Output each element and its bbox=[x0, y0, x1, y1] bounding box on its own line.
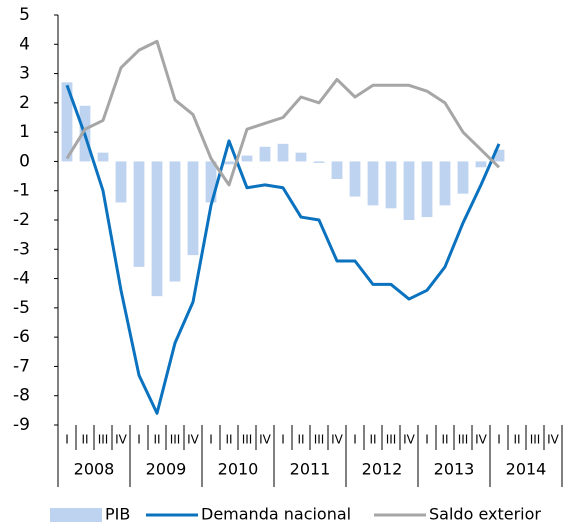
legend-label: PIB bbox=[105, 505, 130, 524]
x-tick-label: I bbox=[137, 433, 141, 447]
bar bbox=[169, 161, 181, 282]
x-tick-label: II bbox=[441, 433, 448, 447]
legend-label: Demanda nacional bbox=[201, 505, 351, 524]
bar bbox=[349, 161, 361, 197]
x-tick-label: IV bbox=[475, 433, 488, 447]
x-tick-label: III bbox=[386, 433, 397, 447]
y-tick-label: -4 bbox=[13, 269, 30, 289]
bar bbox=[259, 146, 271, 162]
bar bbox=[385, 161, 397, 209]
y-tick-label: 3 bbox=[19, 64, 30, 84]
x-tick-label: I bbox=[209, 433, 213, 447]
bar bbox=[223, 161, 235, 165]
bar bbox=[277, 143, 289, 162]
bar bbox=[403, 161, 415, 220]
legend-label: Saldo exterior bbox=[429, 505, 541, 524]
y-tick-label: 2 bbox=[19, 93, 30, 113]
bar bbox=[241, 155, 253, 162]
x-tick-label: IV bbox=[259, 433, 272, 447]
bar bbox=[457, 161, 469, 194]
x-tick-label: IV bbox=[403, 433, 416, 447]
year-label: 2011 bbox=[290, 460, 331, 479]
x-tick-label: II bbox=[225, 433, 232, 447]
x-tick-label: I bbox=[281, 433, 285, 447]
x-tick-label: IV bbox=[331, 433, 344, 447]
year-label: 2012 bbox=[362, 460, 403, 479]
x-tick-label: I bbox=[65, 433, 69, 447]
bar bbox=[295, 152, 307, 162]
year-label: 2013 bbox=[434, 460, 475, 479]
bar bbox=[475, 161, 487, 168]
y-tick-label: 0 bbox=[19, 151, 30, 171]
y-tick-label: -6 bbox=[13, 327, 30, 347]
bar bbox=[115, 161, 127, 203]
x-tick-label: II bbox=[369, 433, 376, 447]
y-tick-label: -7 bbox=[13, 356, 30, 376]
x-tick-label: III bbox=[314, 433, 325, 447]
x-tick-label: I bbox=[497, 433, 501, 447]
x-tick-label: IV bbox=[547, 433, 560, 447]
y-tick-label: -3 bbox=[13, 239, 30, 259]
bar bbox=[313, 161, 325, 163]
bar bbox=[187, 161, 199, 256]
y-tick-label: -5 bbox=[13, 298, 30, 318]
x-tick-label: IV bbox=[187, 433, 200, 447]
x-tick-label: I bbox=[353, 433, 357, 447]
x-tick-label: III bbox=[242, 433, 253, 447]
bar bbox=[331, 161, 343, 179]
y-tick-label: 4 bbox=[19, 34, 30, 54]
y-tick-label: 1 bbox=[19, 122, 30, 142]
bar bbox=[493, 149, 505, 162]
bar bbox=[97, 152, 109, 162]
bar bbox=[133, 161, 145, 267]
line bbox=[65, 39, 501, 187]
x-tick-label: I bbox=[425, 433, 429, 447]
y-tick-label: -2 bbox=[13, 210, 30, 230]
bar bbox=[367, 161, 379, 206]
bar bbox=[61, 82, 73, 162]
y-tick-label: 5 bbox=[19, 5, 30, 25]
y-tick-label: -9 bbox=[13, 415, 30, 435]
x-tick-label: III bbox=[530, 433, 541, 447]
x-tick-label: II bbox=[81, 433, 88, 447]
x-tick-label: III bbox=[98, 433, 109, 447]
bar bbox=[439, 161, 451, 206]
y-tick-label: -8 bbox=[13, 386, 30, 406]
line bbox=[65, 84, 501, 415]
year-label: 2010 bbox=[218, 460, 259, 479]
year-label: 2008 bbox=[74, 460, 115, 479]
x-tick-label: III bbox=[458, 433, 469, 447]
x-tick-label: IV bbox=[115, 433, 128, 447]
year-label: 2009 bbox=[146, 460, 187, 479]
bar bbox=[205, 161, 217, 203]
x-tick-label: II bbox=[297, 433, 304, 447]
bar bbox=[421, 161, 433, 218]
legend-swatch bbox=[50, 508, 102, 522]
x-tick-label: II bbox=[153, 433, 160, 447]
y-tick-label: -1 bbox=[13, 181, 30, 201]
x-tick-label: III bbox=[170, 433, 181, 447]
x-tick-label: II bbox=[513, 433, 520, 447]
year-label: 2014 bbox=[506, 460, 547, 479]
bar bbox=[151, 161, 163, 297]
